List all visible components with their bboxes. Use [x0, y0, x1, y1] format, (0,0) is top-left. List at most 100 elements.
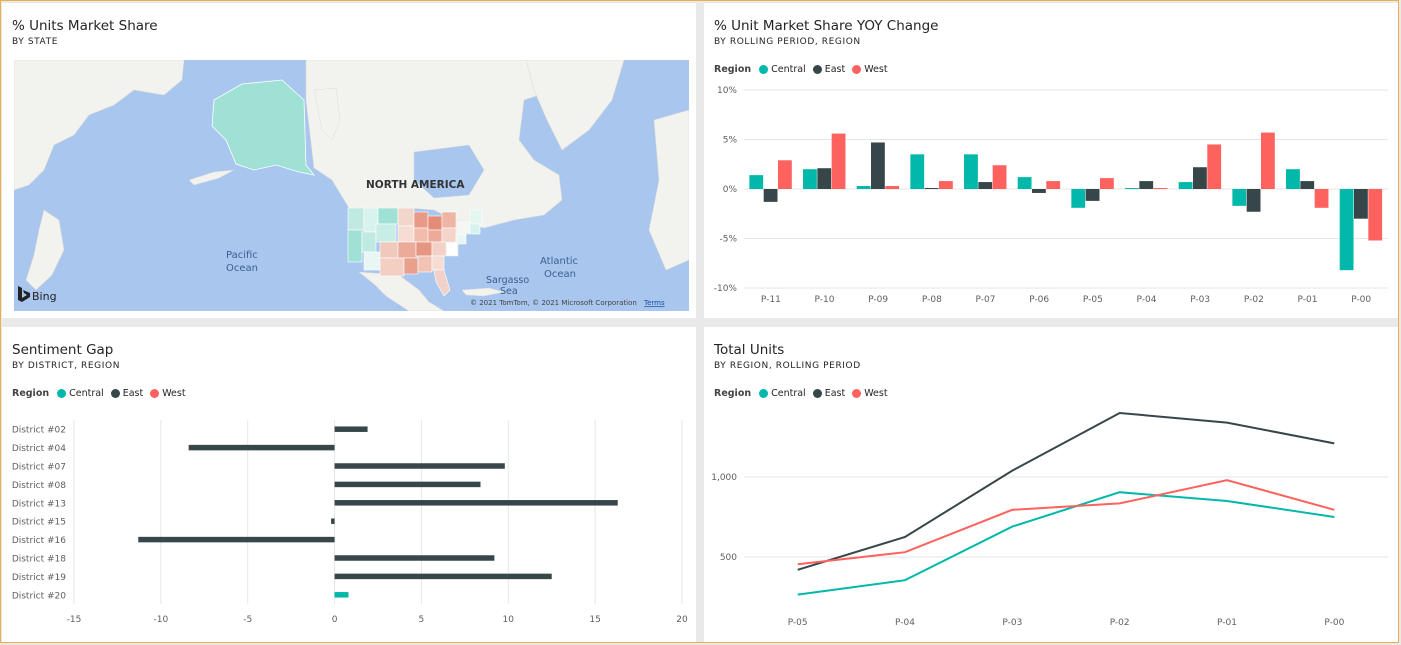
sentiment-tile-title: Sentiment Gap: [12, 342, 114, 358]
map-svg[interactable]: NORTH AMERICA Pacific Ocean Atlantic Oce…: [14, 60, 689, 311]
state-wi-ia[interactable]: [413, 211, 429, 229]
yoy-ytick-label: 10%: [717, 86, 737, 96]
yoy-xtick-label: P-02: [1244, 295, 1264, 305]
units-xtick-label: P-00: [1324, 618, 1344, 628]
yoy-bar-west: [1314, 189, 1329, 208]
yoy-tile-subtitle: BY ROLLING PERIOD, REGION: [714, 37, 861, 47]
europe-landmass: [648, 109, 689, 271]
yoy-legend-east[interactable]: East: [812, 64, 845, 75]
map-canvas[interactable]: NORTH AMERICA Pacific Ocean Atlantic Oce…: [14, 60, 689, 311]
state-il-in[interactable]: [427, 215, 443, 231]
sentiment-legend-central[interactable]: Central: [57, 388, 104, 399]
yoy-ytick-label: 0%: [723, 185, 738, 195]
sentiment-xtick-label: -15: [67, 615, 82, 625]
yoy-bar-east: [1193, 167, 1207, 189]
state-md-de[interactable]: [455, 233, 467, 245]
map-tile-subtitle: BY STATE: [12, 37, 58, 47]
state-pa-ny[interactable]: [455, 219, 471, 235]
units-line-east: [797, 411, 1335, 571]
units-legend-west[interactable]: West: [852, 388, 888, 399]
yoy-bar-central: [1232, 189, 1247, 206]
map-terms-link[interactable]: Terms: [643, 299, 665, 307]
state-wa-or[interactable]: [347, 207, 365, 231]
yoy-bar-east: [978, 182, 993, 189]
yoy-bar-west: [938, 181, 953, 189]
alaska-region[interactable]: [211, 79, 315, 176]
state-ca[interactable]: [347, 229, 363, 263]
sentiment-bar: [331, 518, 335, 524]
state-ne-ks[interactable]: [397, 225, 415, 243]
yoy-bar-west: [1207, 144, 1222, 189]
yoy-xtick-label: P-07: [976, 295, 996, 305]
state-mo[interactable]: [413, 227, 429, 243]
sentiment-bar: [334, 481, 481, 488]
yoy-bar-central: [1125, 188, 1139, 189]
yoy-bar-central: [1286, 169, 1300, 189]
units-legend-title: Region: [714, 388, 752, 399]
sentiment-category-label: District #04: [12, 444, 66, 454]
sentiment-chart[interactable]: -15 -10 -5 0 5 10 15 20 District #02 District #04…: [2, 327, 696, 642]
state-nv-ut[interactable]: [361, 231, 377, 253]
yoy-bar-east: [1139, 181, 1154, 189]
yoy-bar-west: [831, 133, 846, 189]
sentiment-bar: [334, 555, 495, 561]
units-xtick-label: P-05: [788, 618, 808, 628]
state-nd-sd[interactable]: [377, 207, 399, 225]
yoy-bar-east: [1032, 189, 1046, 193]
sentiment-category-label: District #16: [12, 536, 66, 546]
state-wv-va[interactable]: [441, 227, 457, 243]
units-xtick-label: P-02: [1110, 618, 1130, 628]
legend-label-east: East: [824, 388, 846, 399]
yoy-tile-title: % Unit Market Share YOY Change: [714, 18, 939, 34]
yoy-bar-east: [1246, 189, 1261, 212]
sentiment-legend-east[interactable]: East: [110, 388, 143, 399]
yoy-bar-west: [885, 186, 900, 189]
state-wy-co[interactable]: [375, 223, 397, 243]
units-line-central: [797, 491, 1335, 596]
state-ga[interactable]: [431, 241, 447, 257]
us-states-choropleth[interactable]: [347, 207, 483, 297]
yoy-bar-east: [817, 168, 832, 189]
units-xtick-label: P-03: [1002, 618, 1022, 628]
state-la[interactable]: [403, 257, 419, 275]
units-chart[interactable]: 500 1,000 P-05 P-04 P-03 P-02 P-01 P-00: [704, 327, 1398, 642]
yoy-bar-central: [1017, 177, 1032, 189]
sentiment-bar: [334, 500, 618, 506]
yoy-tile: % Unit Market Share YOY Change BY ROLLIN…: [704, 3, 1398, 318]
legend-label-west: West: [864, 64, 888, 75]
state-az[interactable]: [363, 251, 381, 271]
sentiment-legend-west[interactable]: West: [150, 388, 186, 399]
state-mn[interactable]: [397, 207, 415, 227]
state-sc-nc[interactable]: [445, 241, 459, 257]
state-nm-ok[interactable]: [379, 241, 399, 259]
state-ct-nj[interactable]: [469, 223, 481, 235]
label-north-america: NORTH AMERICA: [366, 179, 465, 191]
yoy-legend: Region Central East West: [714, 64, 890, 75]
yoy-xtick-label: P-06: [1029, 295, 1049, 305]
state-ky[interactable]: [427, 229, 443, 243]
state-ms-al[interactable]: [417, 255, 433, 273]
yoy-legend-central[interactable]: Central: [759, 64, 806, 75]
state-tx[interactable]: [379, 257, 405, 277]
yoy-legend-west[interactable]: West: [852, 64, 888, 75]
legend-label-central: Central: [771, 388, 806, 399]
arctic-island: [313, 87, 341, 141]
state-mi-oh[interactable]: [441, 211, 457, 229]
state-tn[interactable]: [415, 241, 433, 257]
sentiment-category-label: District #08: [12, 481, 66, 491]
greenland-landmass: [525, 60, 625, 151]
units-legend-east[interactable]: East: [812, 388, 846, 399]
hudson-bay: [413, 144, 485, 199]
yoy-chart[interactable]: -10% -5% 0% 5% 10% P-11 P-10 P-09 P-08 P-07 P-06 P-…: [704, 3, 1398, 318]
yoy-bar-west: [1260, 132, 1275, 189]
legend-dot-west: [852, 65, 862, 74]
units-legend-central[interactable]: Central: [759, 388, 806, 399]
yoy-xtick-label: P-11: [761, 295, 781, 305]
label-pacific-1: Pacific: [226, 250, 258, 261]
sentiment-xtick-label: 0: [332, 615, 338, 625]
state-new-england[interactable]: [469, 209, 483, 225]
state-ar[interactable]: [397, 241, 417, 259]
state-fl-n[interactable]: [431, 255, 445, 271]
bing-brand: Bing: [32, 290, 57, 303]
state-fl[interactable]: [433, 269, 451, 297]
